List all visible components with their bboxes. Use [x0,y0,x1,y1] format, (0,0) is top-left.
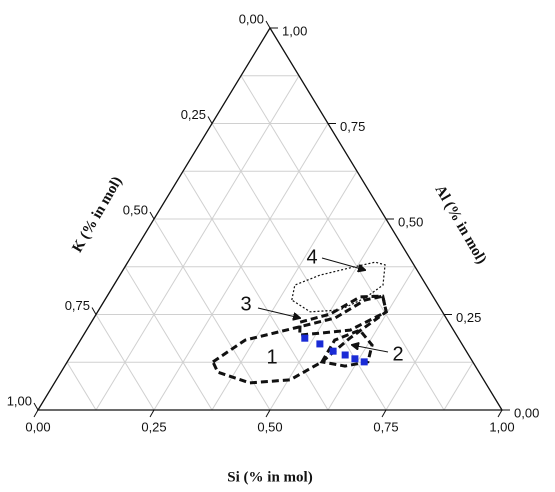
right-tick-label: 0,25 [456,310,481,325]
data-point [316,340,324,348]
right-tick-label: 1,00 [282,23,307,38]
x-tick-label: 1,00 [489,419,514,434]
x-tick-label: 0,25 [141,419,166,434]
grid-line [182,170,329,411]
tick [265,409,271,418]
data-point [360,358,368,366]
left-tick-label: 0,75 [65,298,90,313]
region-outline [319,328,374,368]
grid-line [95,75,300,411]
right-axis-title: Al (% in mol) [432,183,490,267]
x-tick-label: 0,50 [257,419,282,434]
data-point [341,351,349,359]
region-label: 2 [392,343,403,365]
data-point [301,334,309,342]
arrow [321,257,365,270]
region-outline [298,294,388,337]
grid-line [153,218,271,411]
x-tick-label: 0,00 [25,419,50,434]
grid-line [240,75,445,411]
left-tick-label: 0,50 [123,202,148,217]
grid-line [124,266,213,411]
region-label: 3 [240,293,251,315]
left-tick-label: 0,25 [181,107,206,122]
tick [33,402,39,411]
left-axis-title: K (% in mol) [69,174,125,255]
arrow [257,307,300,318]
left-tick-label: 1,00 [7,393,32,408]
x-axis-title: Si (% in mol) [227,469,312,485]
right-tick-label: 0,00 [514,405,539,420]
tick [207,116,213,124]
arrows [257,257,389,353]
grid-line [211,170,358,411]
data-point [351,355,359,363]
left-tick-label: 0,00 [239,11,264,26]
grid-line [66,361,97,411]
tick [497,409,503,418]
region-outline [291,261,386,313]
right-tick-label: 0,75 [340,119,365,134]
tick [149,211,155,220]
x-tick-label: 0,75 [373,419,398,434]
grid [37,27,503,411]
region-label: 4 [306,246,317,268]
tick [149,409,155,418]
grid-line [327,266,416,411]
region-outline [211,294,388,385]
arrow [352,345,389,353]
tick [33,409,39,418]
region-label: 1 [266,346,277,368]
right-tick-label: 0,50 [398,214,423,229]
tick [265,20,271,29]
grid-line [443,361,474,411]
data-point [329,347,337,355]
tick [91,307,97,315]
tick [381,409,387,418]
